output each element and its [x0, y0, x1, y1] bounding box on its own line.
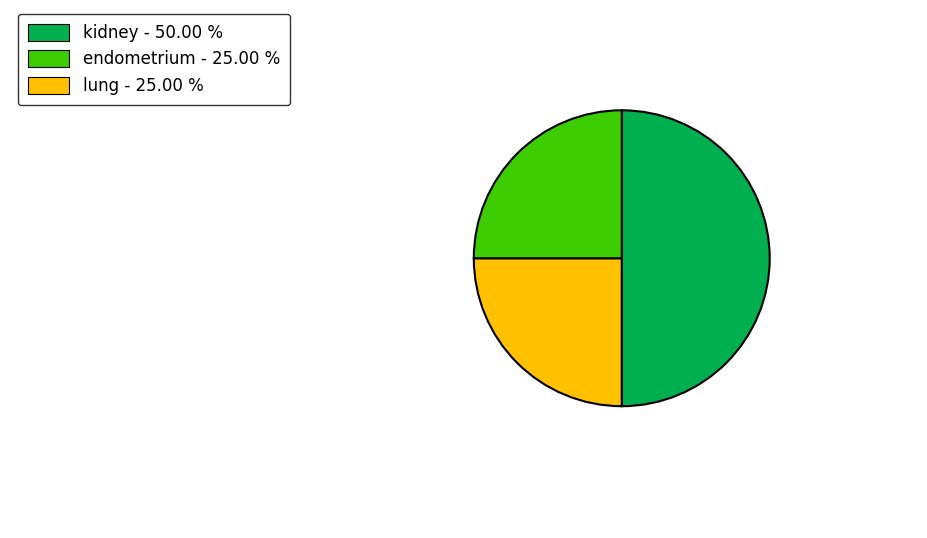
Legend: kidney - 50.00 %, endometrium - 25.00 %, lung - 25.00 %: kidney - 50.00 %, endometrium - 25.00 %,… — [18, 13, 289, 105]
Wedge shape — [474, 110, 621, 258]
Wedge shape — [621, 110, 768, 406]
Wedge shape — [474, 258, 621, 406]
